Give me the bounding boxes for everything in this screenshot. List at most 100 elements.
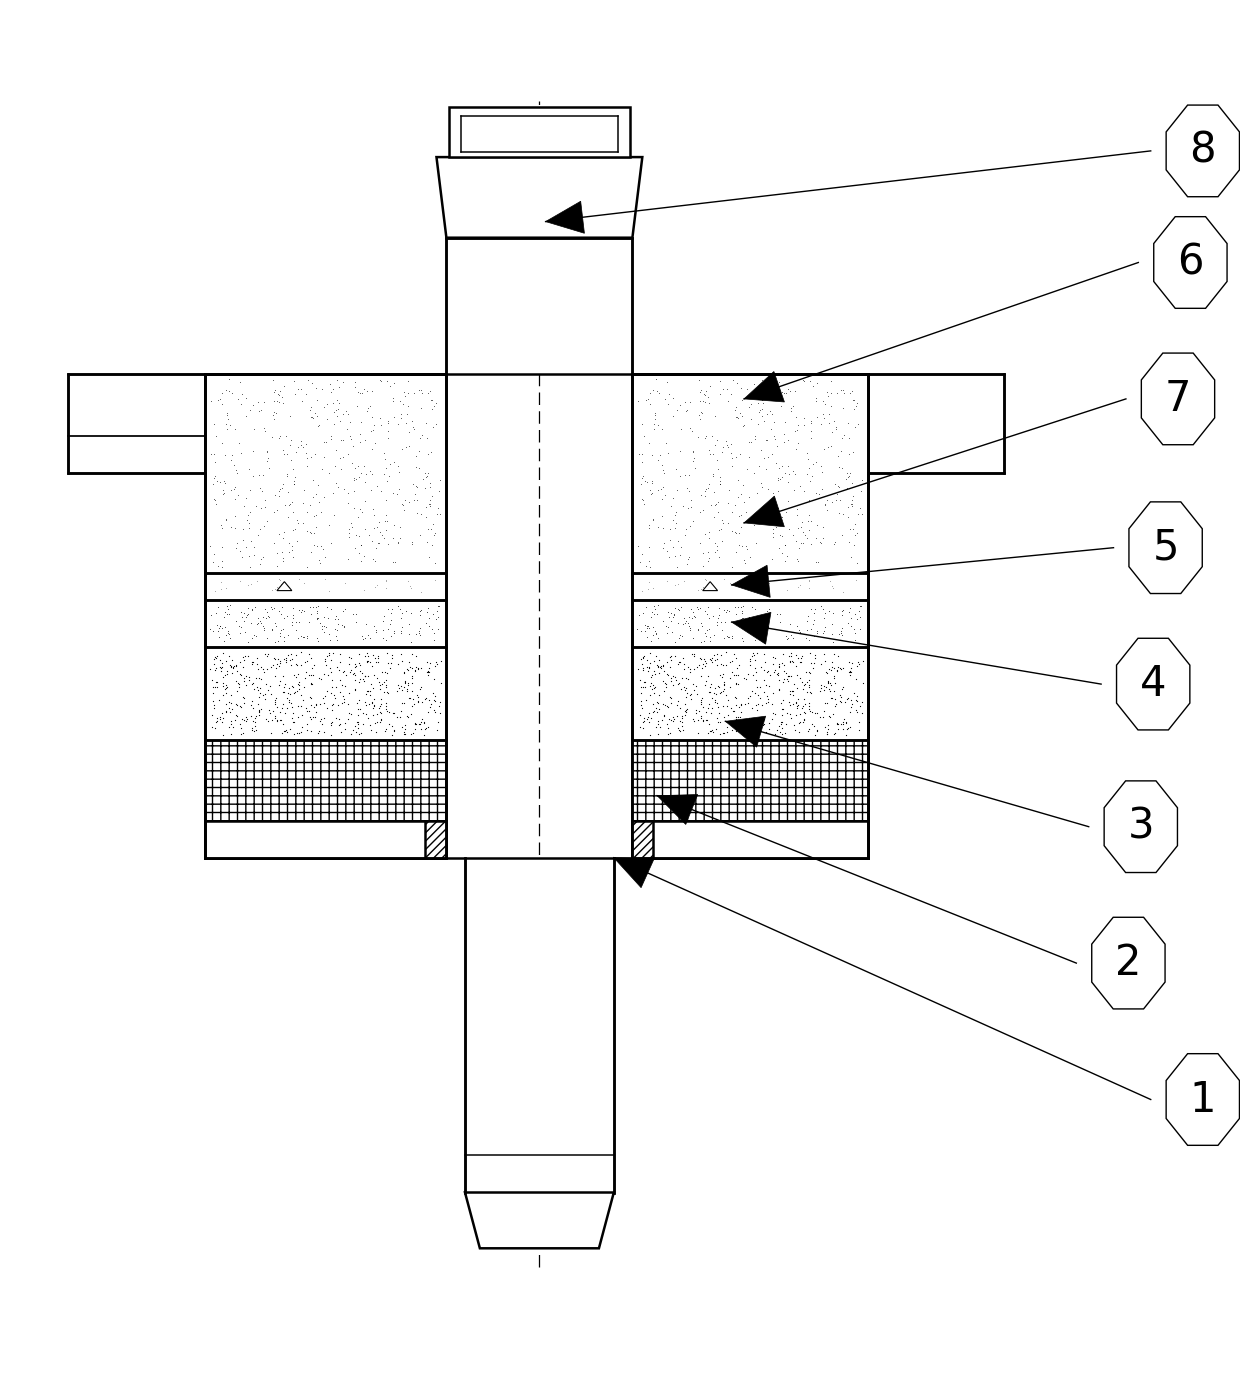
Point [288,695,308,717]
Point [274,681,294,703]
Point [839,716,859,738]
Point [794,708,813,730]
Point [637,705,657,727]
Point [696,709,715,731]
Point [687,684,707,706]
Point [239,545,259,567]
Point [668,690,688,712]
Point [419,607,439,630]
Point [376,570,396,592]
Point [826,417,846,439]
Point [241,398,260,421]
Point [673,719,693,741]
Point [742,696,761,719]
Point [837,688,857,710]
Point [355,378,374,400]
Point [813,407,833,429]
Point [427,599,446,621]
Point [709,472,729,495]
Point [725,400,745,422]
Point [790,536,810,559]
Point [817,380,837,403]
Point [319,642,339,664]
Point [717,720,737,742]
Point [298,625,317,648]
Point [698,550,718,573]
Point [770,655,790,677]
Point [782,692,802,715]
Point [265,666,285,688]
Point [811,532,831,554]
Point [429,595,449,617]
Point [779,645,799,667]
Point [316,616,336,638]
Point [754,713,774,736]
Point [423,513,443,535]
Point [725,407,745,429]
Point [631,652,651,674]
Point [418,518,438,540]
Point [634,493,653,515]
Point [672,706,692,729]
Point [657,723,677,745]
Point [660,646,680,669]
Point [805,723,825,745]
Point [692,403,712,425]
Point [244,536,264,559]
Point [692,578,712,600]
Polygon shape [1141,352,1215,444]
Point [634,465,653,488]
Point [284,710,304,733]
Point [269,621,289,644]
Point [769,496,789,518]
Point [398,673,418,695]
Point [419,660,439,683]
Point [846,688,866,710]
Point [348,717,368,740]
Point [412,382,432,404]
Point [678,547,698,570]
Point [219,653,239,676]
Point [270,652,290,674]
Point [673,613,693,635]
Point [784,684,804,706]
Point [764,702,784,724]
Point [376,504,396,527]
Point [242,598,262,620]
Point [817,722,837,744]
Point [802,656,822,678]
Point [255,683,275,705]
Point [675,703,694,726]
Point [306,504,326,527]
Point [347,692,367,715]
Point [680,546,699,568]
Point [677,398,697,421]
Point [661,687,681,709]
Point [682,489,702,511]
Point [228,389,248,411]
Point [226,694,246,716]
Point [645,595,665,617]
Point [725,673,745,695]
Point [212,617,232,639]
Point [843,389,863,411]
Point [821,371,841,393]
Point [799,577,818,599]
Point [353,669,373,691]
Point [680,481,699,503]
Point [804,624,823,646]
Point [635,677,655,699]
Point [314,396,334,418]
Point [249,687,269,709]
Point [655,705,675,727]
Point [839,465,859,488]
Point [363,549,383,571]
Point [357,397,377,419]
Point [653,694,673,716]
Point [321,598,341,620]
Point [317,696,337,719]
Point [694,599,714,621]
Point [782,524,802,546]
Point [291,716,311,738]
Point [761,692,781,715]
